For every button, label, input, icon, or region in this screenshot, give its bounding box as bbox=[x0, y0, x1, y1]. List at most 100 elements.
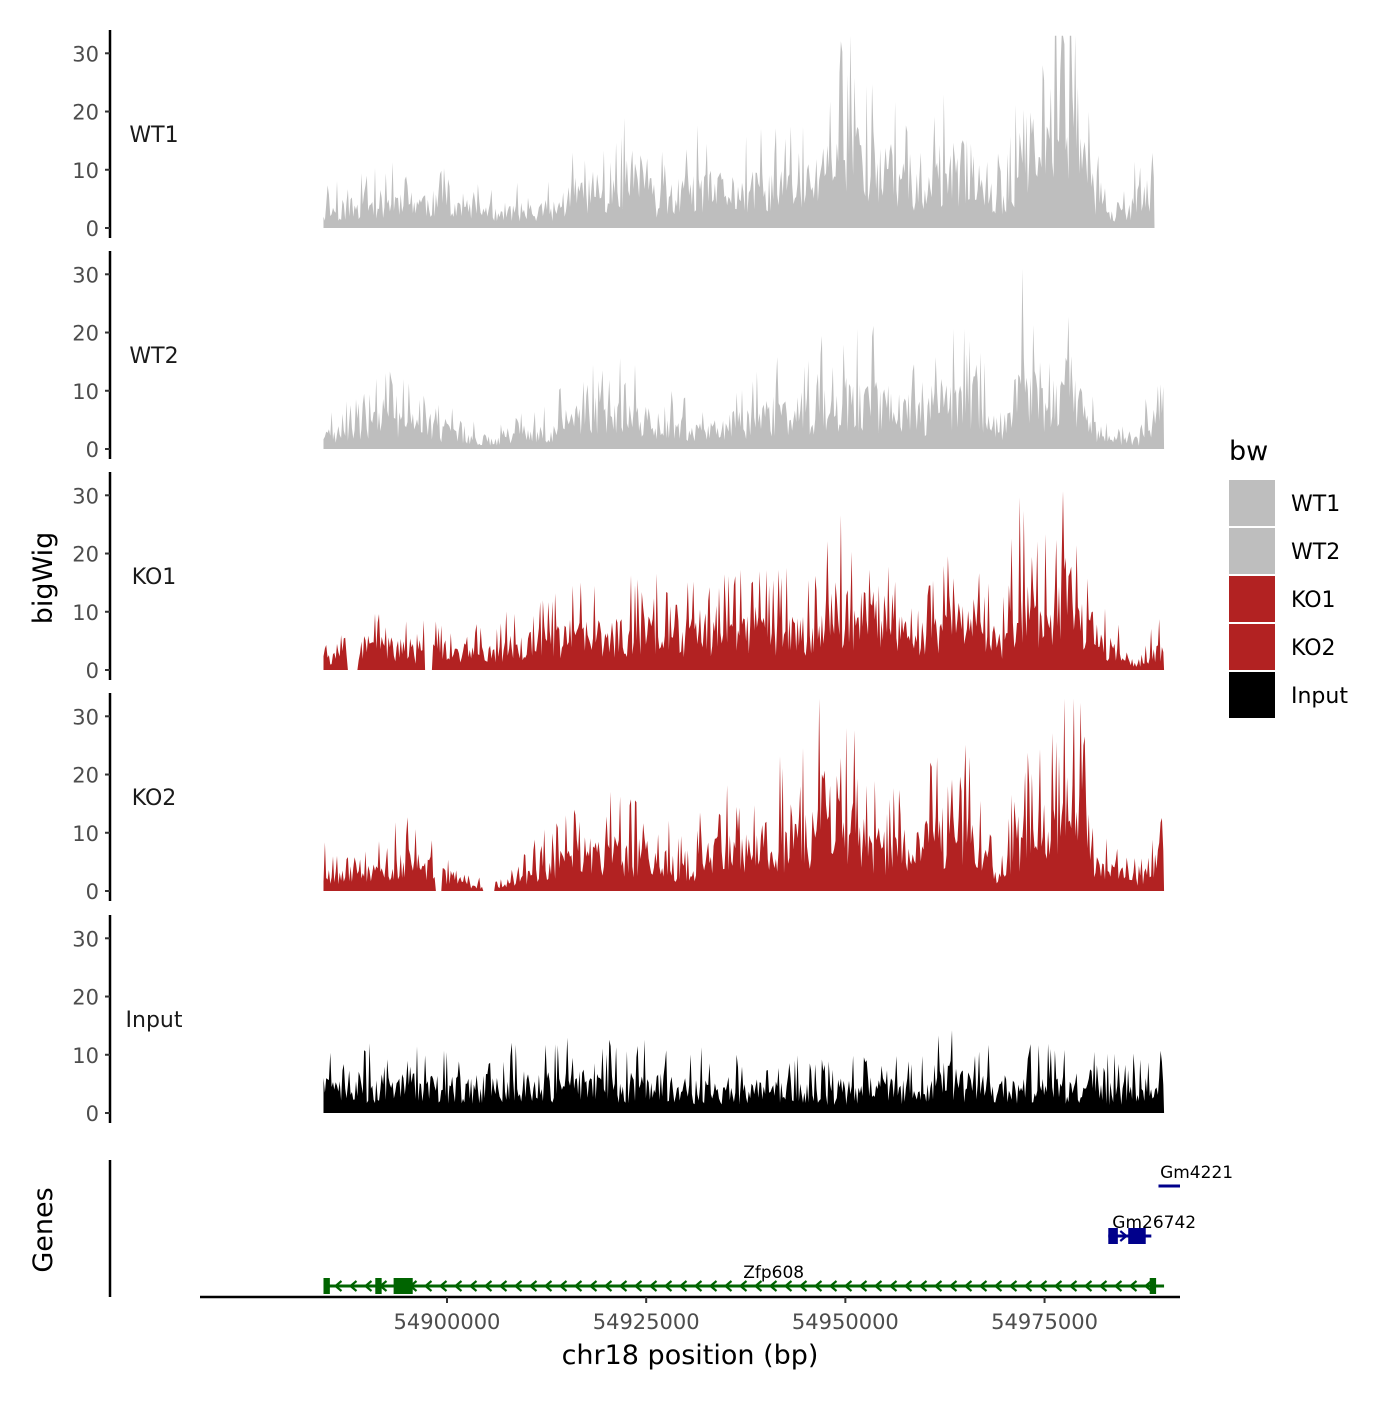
axes-layer: 0 10 20 30 WT1 0 10 20 30 WT2 0 10 20 30 KO1 0 10 20 30 KO2… bbox=[72, 30, 1180, 1334]
strand-arrow bbox=[558, 1280, 568, 1292]
y-axis-title: bigWig bbox=[28, 532, 59, 625]
y-tick-label: 10 bbox=[72, 822, 99, 846]
y-tick-label: 30 bbox=[72, 927, 99, 951]
y-tick-label: 20 bbox=[72, 101, 99, 125]
legend-label-wt1: WT1 bbox=[1291, 492, 1340, 517]
strand-arrow bbox=[513, 1280, 523, 1292]
legend-label-wt2: WT2 bbox=[1291, 540, 1340, 565]
y-tick-label: 0 bbox=[86, 1102, 99, 1126]
exon-zfp608 bbox=[323, 1278, 330, 1294]
strand-arrow bbox=[723, 1280, 733, 1292]
gene-label-gm26742: Gm26742 bbox=[1112, 1213, 1196, 1233]
strand-arrow bbox=[1113, 1280, 1123, 1292]
coverage-area-wt1 bbox=[323, 35, 1155, 228]
track-label-ko1: KO1 bbox=[132, 565, 177, 590]
strand-arrow bbox=[978, 1280, 988, 1292]
strand-arrow bbox=[843, 1280, 853, 1292]
y-tick-label: 0 bbox=[86, 659, 99, 683]
track-label-ko2: KO2 bbox=[132, 786, 177, 811]
strand-arrow bbox=[498, 1280, 508, 1292]
strand-arrow bbox=[738, 1280, 748, 1292]
y-tick-label: 0 bbox=[86, 217, 99, 241]
strand-arrow bbox=[963, 1280, 973, 1292]
coverage-area-wt2 bbox=[323, 269, 1165, 449]
strand-arrow bbox=[618, 1280, 628, 1292]
genes-axis-title: Genes bbox=[28, 1187, 59, 1272]
strand-arrow bbox=[1038, 1280, 1048, 1292]
genes-layer: Zfp608 Gm26742 Gm4221 bbox=[323, 1163, 1233, 1294]
legend-label-ko2: KO2 bbox=[1291, 636, 1336, 661]
strand-arrow bbox=[543, 1280, 553, 1292]
y-tick-label: 10 bbox=[72, 159, 99, 183]
strand-arrow bbox=[333, 1280, 343, 1292]
strand-arrow bbox=[423, 1280, 433, 1292]
legend-key-wt2 bbox=[1229, 528, 1275, 574]
strand-arrow bbox=[903, 1280, 913, 1292]
strand-arrow bbox=[348, 1280, 358, 1292]
x-tick-label: 54900000 bbox=[394, 1310, 501, 1334]
strand-arrow bbox=[438, 1280, 448, 1292]
y-tick-label: 30 bbox=[72, 263, 99, 287]
exon-zfp608 bbox=[375, 1278, 382, 1294]
strand-arrow bbox=[468, 1280, 478, 1292]
strand-arrow bbox=[1119, 1230, 1129, 1242]
strand-arrow bbox=[1143, 1280, 1153, 1292]
track-label-wt1: WT1 bbox=[129, 123, 178, 148]
strand-arrow bbox=[483, 1280, 493, 1292]
strand-arrow bbox=[753, 1280, 763, 1292]
x-tick-label: 54950000 bbox=[792, 1310, 899, 1334]
gene-label-zfp608: Zfp608 bbox=[743, 1263, 804, 1283]
strand-arrow bbox=[1053, 1280, 1063, 1292]
strand-arrow bbox=[648, 1280, 658, 1292]
y-tick-label: 0 bbox=[86, 438, 99, 462]
strand-arrow bbox=[1068, 1280, 1078, 1292]
strand-arrow bbox=[708, 1280, 718, 1292]
legend-title: bw bbox=[1229, 436, 1268, 467]
exon-zfp608 bbox=[1149, 1278, 1157, 1294]
strand-arrow bbox=[858, 1280, 868, 1292]
legend: WT1 WT2 KO1 KO2 Input bbox=[1229, 480, 1348, 718]
track-label-input: Input bbox=[126, 1008, 183, 1033]
y-tick-label: 30 bbox=[72, 705, 99, 729]
legend-label-input: Input bbox=[1291, 684, 1348, 709]
y-tick-label: 30 bbox=[72, 484, 99, 508]
strand-arrow bbox=[693, 1280, 703, 1292]
y-tick-label: 10 bbox=[72, 1044, 99, 1068]
strand-arrow bbox=[873, 1280, 883, 1292]
y-tick-label: 20 bbox=[72, 322, 99, 346]
strand-arrow bbox=[453, 1280, 463, 1292]
coverage-area-ko2 bbox=[323, 698, 1165, 891]
y-tick-label: 10 bbox=[72, 601, 99, 625]
strand-arrow bbox=[678, 1280, 688, 1292]
track-label-wt2: WT2 bbox=[129, 344, 178, 369]
strand-arrow bbox=[948, 1280, 958, 1292]
legend-label-ko1: KO1 bbox=[1291, 588, 1336, 613]
coverage-area-ko1 bbox=[323, 491, 1165, 670]
strand-arrow bbox=[813, 1280, 823, 1292]
tracks-layer bbox=[323, 35, 1165, 1113]
x-axis-title: chr18 position (bp) bbox=[562, 1340, 819, 1371]
x-tick-label: 54975000 bbox=[991, 1310, 1098, 1334]
y-tick-label: 20 bbox=[72, 764, 99, 788]
strand-arrow bbox=[573, 1280, 583, 1292]
strand-arrow bbox=[588, 1280, 598, 1292]
strand-arrow bbox=[993, 1280, 1003, 1292]
exon-zfp608 bbox=[393, 1278, 413, 1294]
strand-arrow bbox=[603, 1280, 613, 1292]
strand-arrow bbox=[1083, 1280, 1093, 1292]
y-tick-label: 0 bbox=[86, 880, 99, 904]
strand-arrow bbox=[1098, 1280, 1108, 1292]
strand-arrow bbox=[933, 1280, 943, 1292]
legend-key-ko2 bbox=[1229, 624, 1275, 670]
strand-arrow bbox=[363, 1280, 373, 1292]
y-tick-label: 20 bbox=[72, 543, 99, 567]
coverage-area-input bbox=[323, 1030, 1165, 1113]
y-tick-label: 30 bbox=[72, 42, 99, 66]
strand-arrow bbox=[1023, 1280, 1033, 1292]
exon-gm26742 bbox=[1108, 1228, 1118, 1244]
y-tick-label: 10 bbox=[72, 380, 99, 404]
strand-arrow bbox=[1128, 1280, 1138, 1292]
strand-arrow bbox=[663, 1280, 673, 1292]
